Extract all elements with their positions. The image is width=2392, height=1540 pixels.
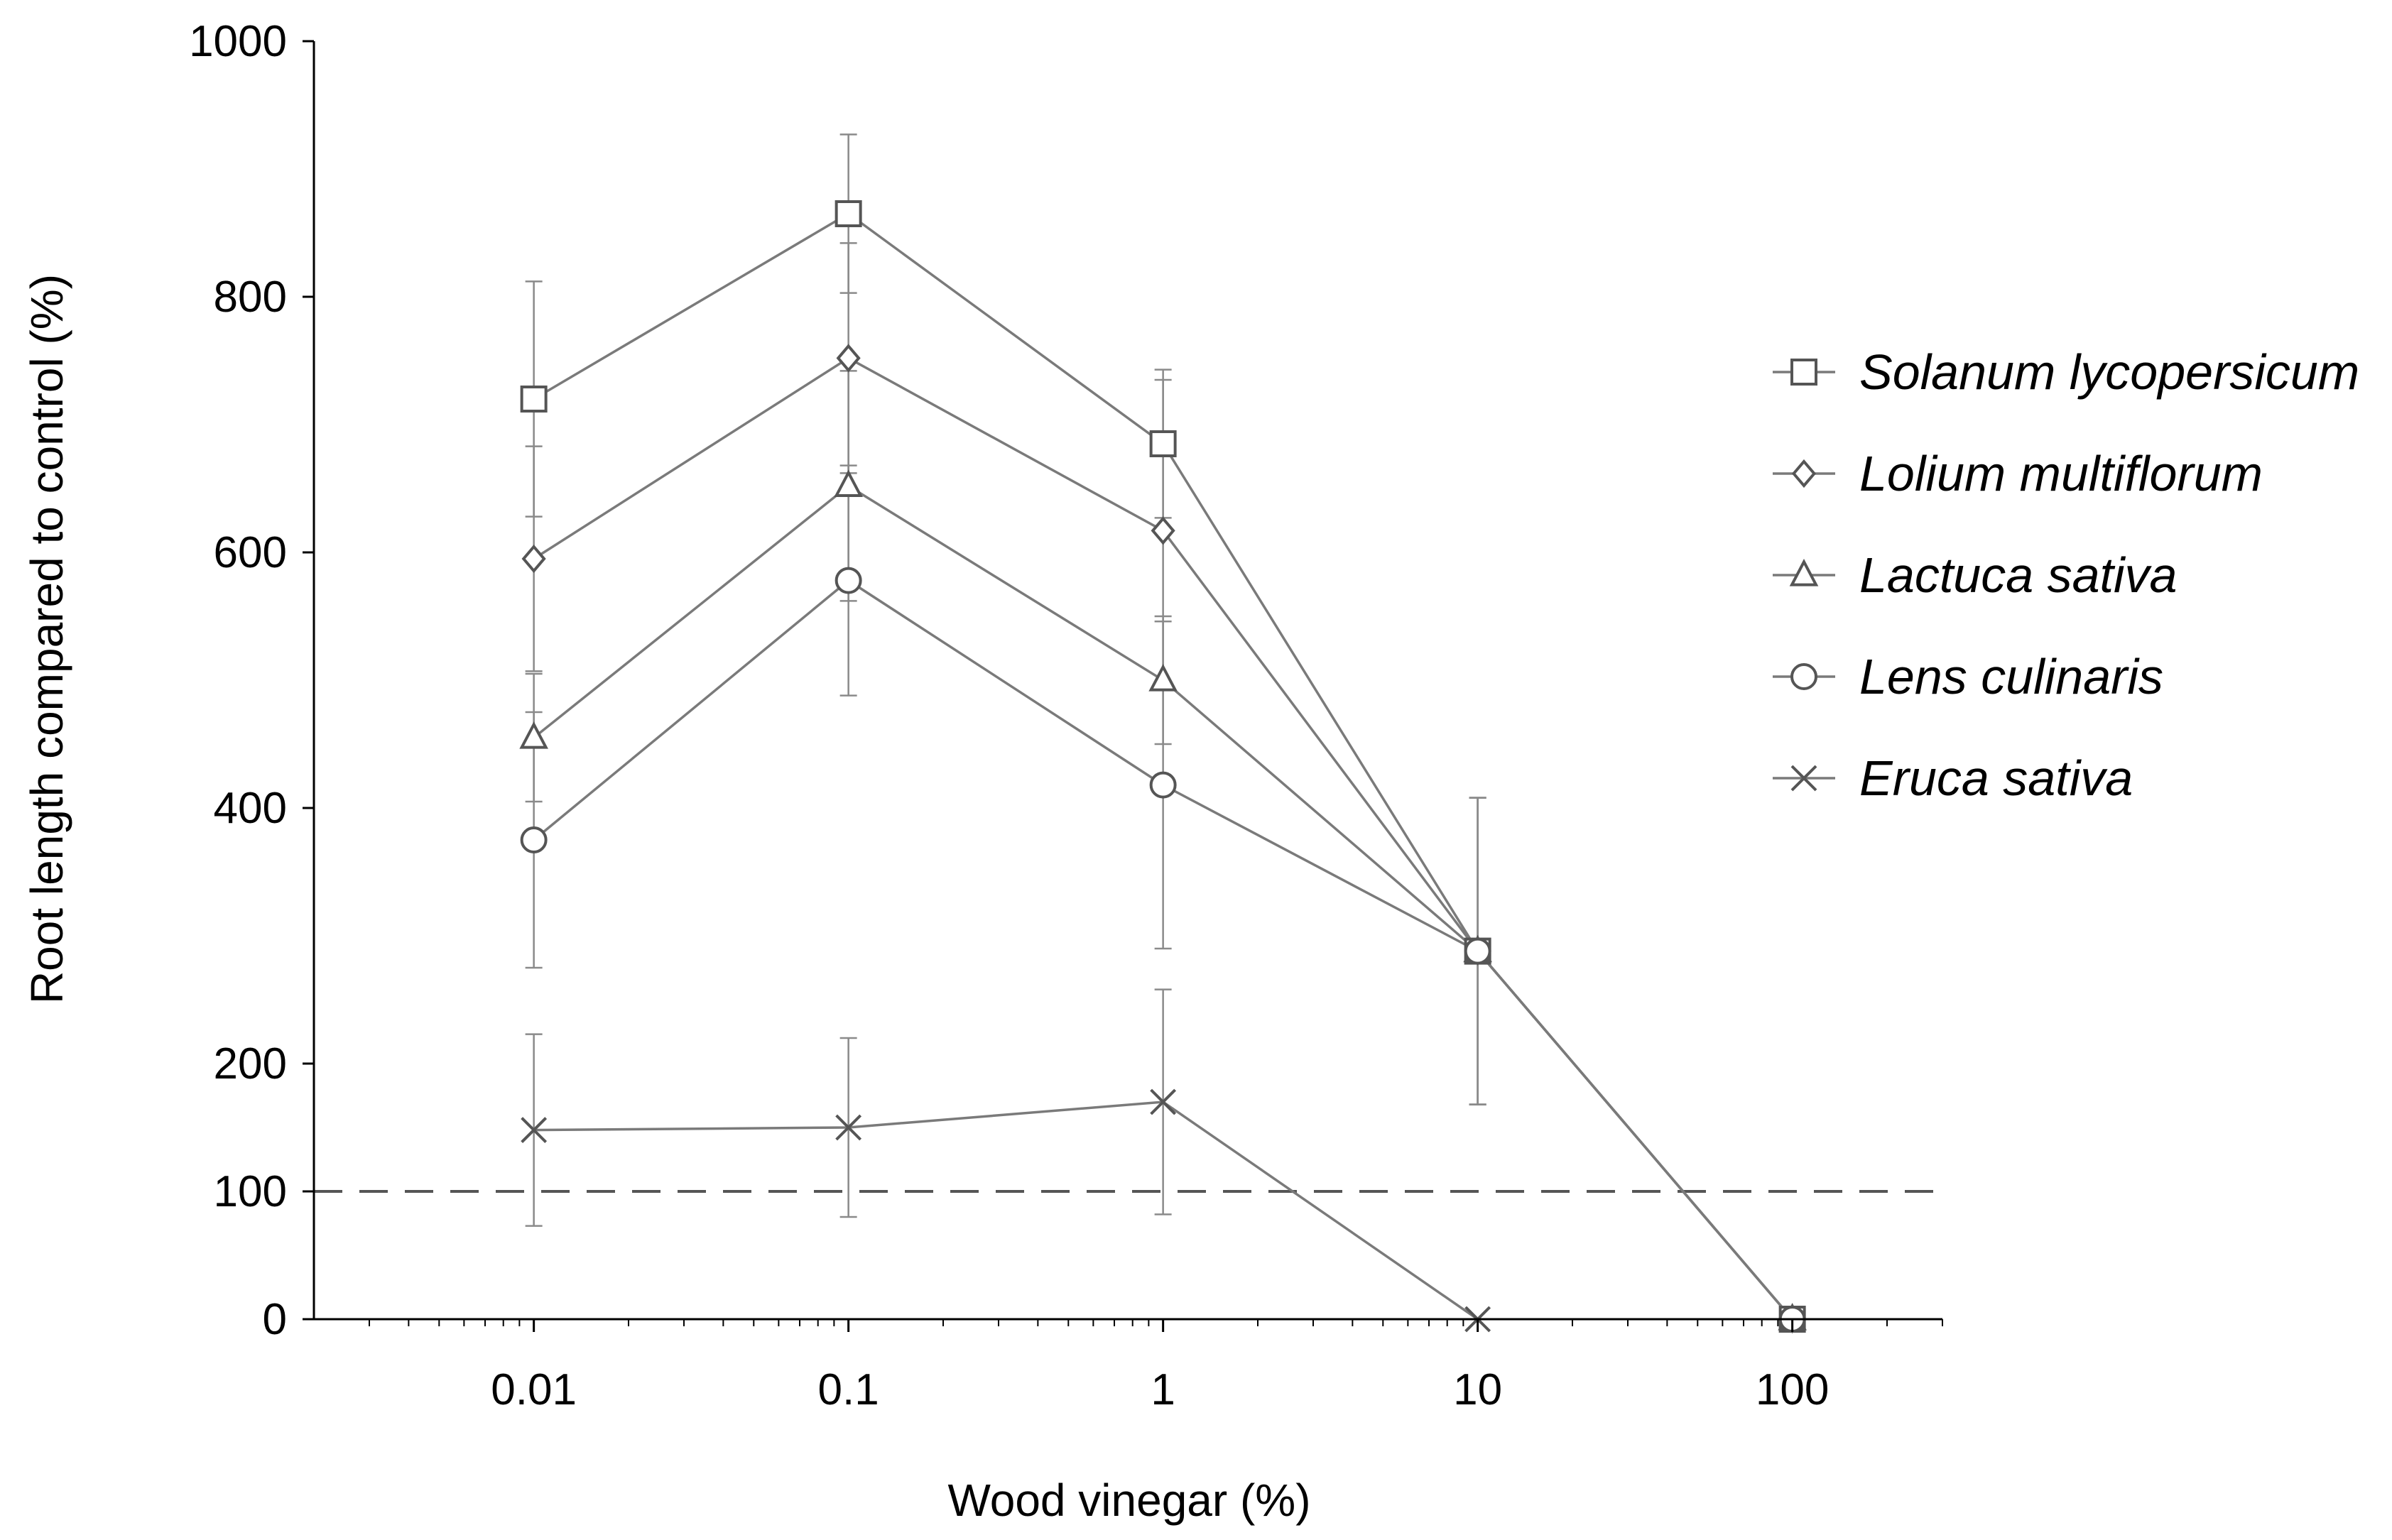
data-point-circle xyxy=(835,567,862,594)
x-tick-label: 0.01 xyxy=(491,1365,577,1414)
data-point-diamond xyxy=(836,344,861,373)
legend-marker-triangle xyxy=(1789,559,1819,586)
series-line xyxy=(533,1101,1479,1321)
data-point-triangle xyxy=(834,469,863,497)
data-point-x xyxy=(835,1114,862,1141)
data-point-x xyxy=(521,1117,548,1144)
legend-marker-square xyxy=(1790,359,1817,386)
y-tick-label: 1000 xyxy=(189,17,287,66)
x-tick-label: 1 xyxy=(1151,1365,1175,1414)
x-tick-label: 100 xyxy=(1756,1365,1829,1414)
data-point-diamond xyxy=(1151,516,1175,545)
data-point-circle xyxy=(1464,937,1491,965)
y-tick-label: 400 xyxy=(214,784,287,833)
legend-marker-x xyxy=(1790,765,1817,792)
data-point-square xyxy=(520,386,548,413)
x-tick-label: 10 xyxy=(1453,1365,1502,1414)
legend-marker-diamond xyxy=(1791,459,1817,488)
y-tick-label: 600 xyxy=(214,528,287,577)
data-point-circle xyxy=(1149,771,1177,799)
legend-marker-circle xyxy=(1790,663,1817,690)
y-tick-label: 0 xyxy=(263,1295,287,1344)
y-tick-label: 800 xyxy=(214,273,287,322)
data-point-diamond xyxy=(521,544,546,574)
y-tick-label: 200 xyxy=(214,1039,287,1088)
x-axis-title: Wood vinegar (%) xyxy=(947,1475,1310,1526)
data-point-square xyxy=(1149,430,1177,457)
data-point-x xyxy=(1150,1088,1177,1115)
data-point-circle xyxy=(520,826,548,853)
legend-entry-label: Eruca sativa xyxy=(1859,750,2133,806)
legend-entry-label: Solanum lycopersicum xyxy=(1859,344,2359,400)
y-axis-title: Root length compared to control (%) xyxy=(21,274,72,1004)
data-point-triangle xyxy=(519,721,548,749)
legend-entry-label: Lens culinaris xyxy=(1859,649,2163,704)
y-tick-label: 100 xyxy=(214,1167,287,1216)
legend-entry-label: Lolium multiflorum xyxy=(1859,446,2263,501)
data-point-triangle xyxy=(1148,664,1178,692)
x-tick-label: 0.1 xyxy=(818,1365,879,1414)
data-point-square xyxy=(835,200,862,227)
legend-entry-label: Lactuca sativa xyxy=(1859,547,2177,603)
